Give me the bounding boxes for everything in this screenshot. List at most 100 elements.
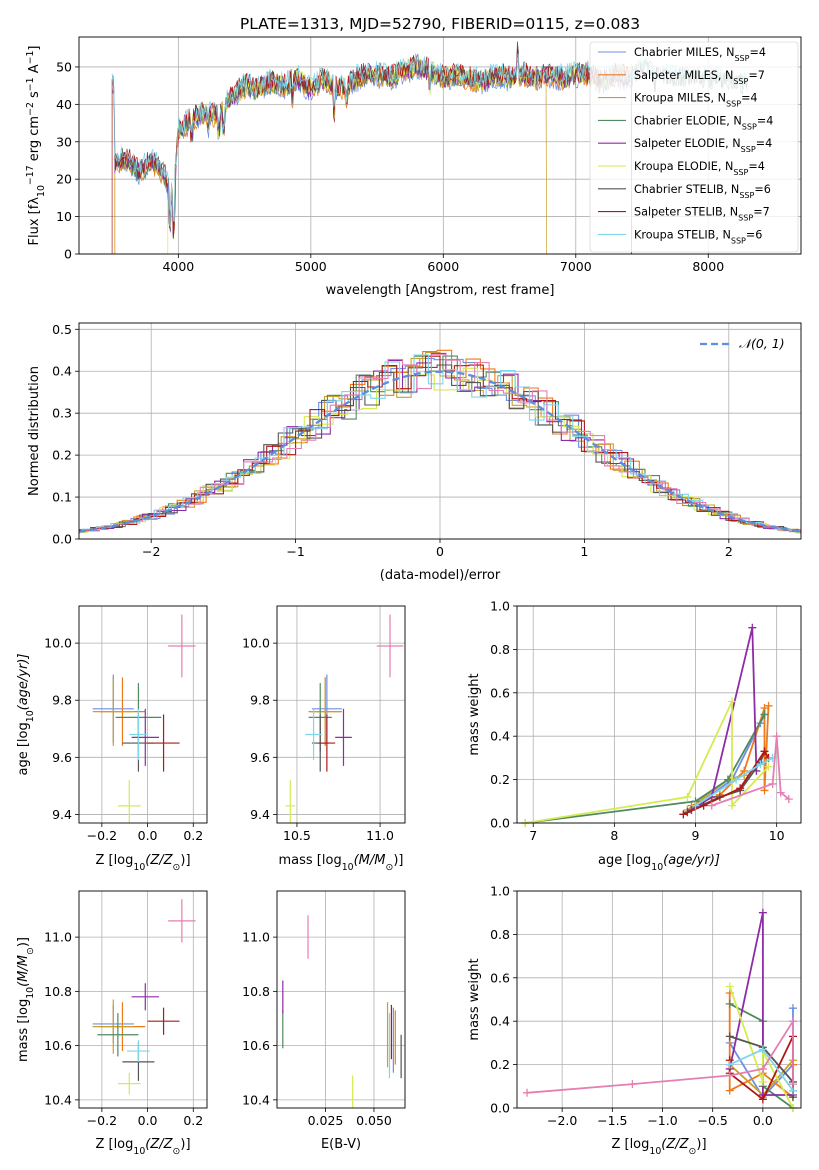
y-tick-label: 1.0 xyxy=(490,884,510,899)
mass-weight-marker xyxy=(788,1080,797,1089)
mass-weight-marker xyxy=(523,1088,532,1097)
x-tick-label: −0.2 xyxy=(87,828,117,843)
histogram-step xyxy=(79,367,801,534)
y-tick-label: 20 xyxy=(56,172,72,187)
mass-weight-marker xyxy=(725,1071,734,1080)
x-tick-label: −1.5 xyxy=(597,1113,627,1128)
legend-entry: Kroupa MILES, NSSP=4 xyxy=(634,92,758,109)
y-tick-label: 0.3 xyxy=(52,406,72,421)
y-tick-label: 11.0 xyxy=(44,930,72,945)
y-tick-label: 10.0 xyxy=(44,636,72,651)
legend-entry: Salpeter MILES, NSSP=7 xyxy=(634,69,765,86)
mass-weight-marker xyxy=(788,1004,797,1013)
mass-weight-marker xyxy=(760,786,769,795)
axes-frame xyxy=(516,605,802,824)
mass-weight-marker xyxy=(628,1080,637,1089)
x-tick-label: −0.2 xyxy=(87,1113,117,1128)
mass-weight-marker xyxy=(725,1060,734,1069)
mass-weight-marker xyxy=(764,762,773,771)
y-tick-label: 10.6 xyxy=(242,1038,270,1053)
axes-frame xyxy=(276,605,406,824)
weight-metallicity-panel: −2.0 −1.5 −1.0 −0.5 0.0 0.0 0.2 0.4 0.6 0.8 1.0 mas… xyxy=(467,884,802,1157)
y-tick-label: 10 xyxy=(56,209,72,224)
x-axis-label: Z [log10(Z/Z⊙)] xyxy=(611,1137,706,1157)
y-tick-label: 0.2 xyxy=(490,1057,510,1072)
mass-weight-marker xyxy=(788,1017,797,1026)
y-axis-label: age [log10(age/yr)] xyxy=(16,654,36,776)
mass-weight-marker xyxy=(764,701,773,710)
mass-weight-marker xyxy=(760,710,769,719)
y-tick-label: 0.4 xyxy=(490,1014,510,1029)
x-tick-label: 2 xyxy=(725,544,733,559)
spectrum-line xyxy=(111,47,632,254)
x-axis-label: E(B-V) xyxy=(321,1137,361,1152)
axes-frame xyxy=(516,890,802,1109)
y-tick-label: 10.4 xyxy=(242,1092,270,1107)
legend-entry: 𝒩(0, 1) xyxy=(739,336,785,351)
y-axis-label: mass weight xyxy=(467,673,482,755)
x-tick-label: 0 xyxy=(436,544,444,559)
mass-weight-line xyxy=(526,1018,794,1094)
y-tick-label: 10.0 xyxy=(242,636,270,651)
x-tick-label: 0.2 xyxy=(183,1113,203,1128)
y-axis-label: mass [log10(M/M⊙)] xyxy=(16,937,36,1062)
y-tick-label: 0.4 xyxy=(52,364,72,379)
spectrum-line xyxy=(111,52,632,254)
mass-weight-marker xyxy=(756,760,765,769)
figure-title: PLATE=1313, MJD=52790, FIBERID=0115, z=0… xyxy=(240,15,640,33)
x-tick-label: 0.0 xyxy=(138,1113,158,1128)
x-tick-label: 8000 xyxy=(692,259,724,274)
x-tick-label: 0.0 xyxy=(138,828,158,843)
y-tick-label: 0.5 xyxy=(52,322,72,337)
x-tick-label: −1 xyxy=(286,544,304,559)
mass-weight-marker xyxy=(736,784,745,793)
legend-entry: Chabrier MILES, NSSP=4 xyxy=(634,46,766,63)
y-tick-label: 0.8 xyxy=(490,927,510,942)
legend-entry: Kroupa ELODIE, NSSP=4 xyxy=(634,160,765,177)
y-axis-label: Flux [fλ10−17 erg cm−2 s−1 A−1] xyxy=(25,46,47,246)
x-tick-label: −0.5 xyxy=(698,1113,728,1128)
x-tick-label: 5000 xyxy=(295,259,327,274)
x-tick-label: 4000 xyxy=(162,259,194,274)
age-metallicity-panel: −0.2 0.0 0.2 9.4 9.6 9.8 10.0 Z [log10(Z/Z⊙)] ag… xyxy=(16,605,208,873)
mass-weight-marker xyxy=(772,732,781,741)
x-axis-label: Z [log10(Z/Z⊙)] xyxy=(95,1137,190,1157)
legend-entry: Salpeter STELIB, NSSP=7 xyxy=(634,206,770,223)
age-mass-panel: 10.5 11.0 9.4 9.6 9.8 10.0 mass [log10(M/M⊙)] xyxy=(242,605,406,873)
mass-weight-marker xyxy=(776,788,785,797)
y-tick-label: 10.8 xyxy=(44,984,72,999)
x-tick-label: −1.0 xyxy=(647,1113,677,1128)
mass-weight-marker xyxy=(758,1045,767,1054)
y-tick-label: 0.2 xyxy=(490,772,510,787)
x-axis-label: (data-model)/error xyxy=(380,568,501,583)
mass-weight-marker xyxy=(699,801,708,810)
x-tick-label: 1 xyxy=(580,544,588,559)
mass-weight-marker xyxy=(725,999,734,1008)
normal-reference-curve xyxy=(78,370,802,533)
y-tick-label: 0.2 xyxy=(52,448,72,463)
x-tick-label: −2.0 xyxy=(547,1113,577,1128)
axes-frame xyxy=(276,890,406,1109)
y-tick-label: 9.4 xyxy=(250,807,270,822)
mass-weight-marker xyxy=(725,982,734,991)
axes-frame xyxy=(78,322,802,540)
y-tick-label: 30 xyxy=(56,134,72,149)
x-axis-label: mass [log10(M/M⊙)] xyxy=(279,853,404,873)
mass-weight-marker xyxy=(758,1095,767,1104)
y-tick-label: 0.6 xyxy=(490,685,510,700)
x-tick-label: 0.0 xyxy=(753,1113,773,1128)
mass-weight-marker xyxy=(723,775,732,784)
y-tick-label: 10.6 xyxy=(44,1038,72,1053)
x-tick-label: 0.2 xyxy=(183,828,203,843)
mass-weight-marker xyxy=(768,779,777,788)
x-axis-label: Z [log10(Z/Z⊙)] xyxy=(95,853,190,873)
mass-weight-marker xyxy=(683,792,692,801)
mass-weight-marker xyxy=(784,795,793,804)
x-tick-label: 7000 xyxy=(560,259,592,274)
axes-frame xyxy=(78,890,208,1109)
y-tick-label: 9.8 xyxy=(52,693,72,708)
x-tick-label: 0.050 xyxy=(356,1113,392,1128)
y-tick-label: 0.0 xyxy=(490,816,510,831)
y-axis-label: mass weight xyxy=(467,958,482,1040)
